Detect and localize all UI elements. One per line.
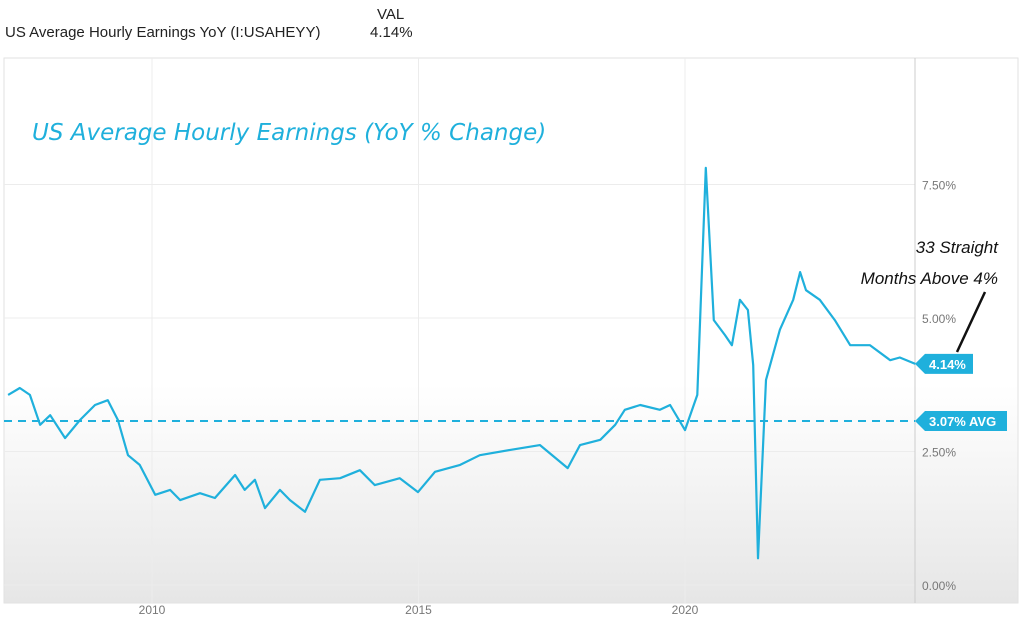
- x-tick-label: 2020: [672, 603, 699, 617]
- y-tick-label: 5.00%: [922, 312, 956, 326]
- y-tick-label: 7.50%: [922, 179, 956, 193]
- average-label: 3.07% AVG: [929, 414, 996, 429]
- value-column-header: VAL: [377, 6, 405, 23]
- chart-title: US Average Hourly Earnings (YoY % Change…: [32, 120, 546, 146]
- series-line: [7, 166, 916, 560]
- annotation-line2: Months Above 4%: [861, 269, 998, 288]
- x-tick-label: 2010: [139, 603, 166, 617]
- last-value-badge: 4.14%: [915, 353, 973, 374]
- y-tick-label: 2.50%: [922, 446, 956, 460]
- annotation-arrow: [955, 291, 987, 353]
- plot-background: [3, 57, 1019, 604]
- x-tick-label: 2015: [405, 603, 432, 617]
- last-value-label: 4.14%: [929, 357, 966, 372]
- series-name: US Average Hourly Earnings YoY (I:USAHEY…: [5, 24, 321, 41]
- y-tick-label: 0.00%: [922, 579, 956, 593]
- series-value: 4.14%: [370, 24, 413, 41]
- annotation-line1: 33 Straight: [916, 238, 999, 257]
- average-badge: 3.07% AVG: [915, 411, 1007, 432]
